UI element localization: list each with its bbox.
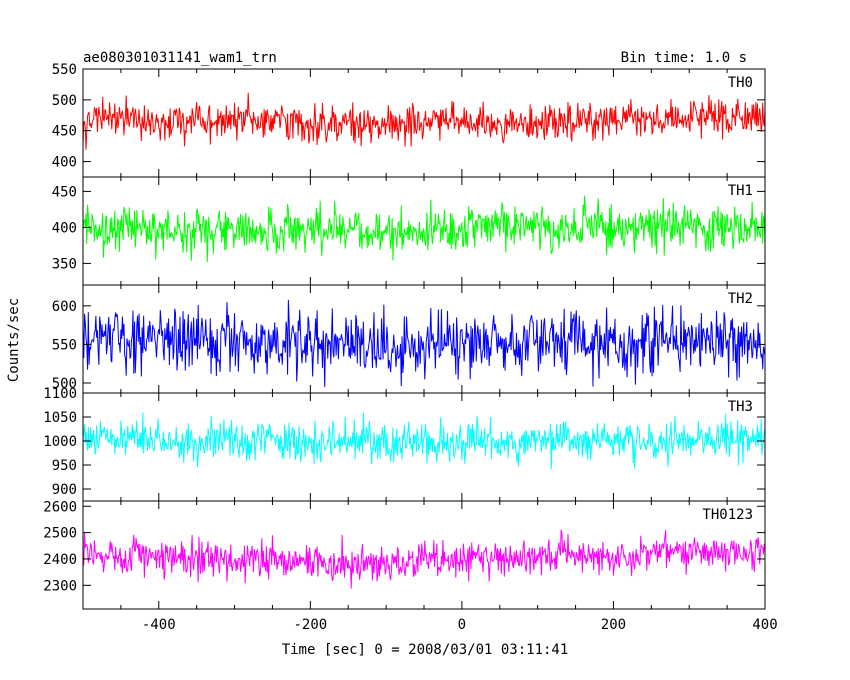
panel-name-label: TH3 — [728, 399, 753, 415]
series-line-th2 — [83, 299, 765, 388]
y-tick-label: 600 — [52, 299, 77, 315]
panel-name-label: TH0123 — [702, 507, 753, 523]
y-tick-label: 1050 — [43, 410, 77, 426]
panel-th2: 500 550 600 TH2 — [52, 284, 766, 394]
series-line-th0 — [83, 92, 765, 150]
panel-th0: 400 450 500 550 TH0 — [52, 62, 766, 178]
panel-th1: 350 400 450 TH1 — [52, 176, 766, 286]
y-tick-label: 2400 — [43, 552, 77, 568]
bin-time-label: Bin time: 1.0 s — [621, 50, 747, 66]
panel-th0123: 2300 2400 2500 2600 TH0123 — [43, 499, 766, 610]
x-tick-label: 0 — [458, 617, 466, 633]
y-tick-label: 450 — [52, 124, 77, 140]
y-tick-label: 550 — [52, 337, 77, 353]
panel-name-label: TH2 — [728, 291, 753, 307]
chart-title: ae080301031141_wam1_trn — [83, 50, 277, 66]
y-tick-label: 400 — [52, 155, 77, 171]
series-line-th1 — [83, 195, 765, 262]
x-tick-label: 400 — [752, 617, 777, 633]
y-tick-label: 500 — [52, 376, 77, 392]
panel-name-label: TH0 — [728, 75, 753, 91]
y-tick-label: 450 — [52, 184, 77, 200]
x-tick-label: -200 — [293, 617, 327, 633]
y-tick-label: 2500 — [43, 526, 77, 542]
y-tick-label: 2300 — [43, 578, 77, 594]
x-axis-label: Time [sec] 0 = 2008/03/01 03:11:41 — [282, 642, 569, 658]
x-axis: -400 -200 0 200 400 — [142, 617, 778, 633]
series-line-th0123 — [83, 529, 765, 589]
x-tick-label: -400 — [142, 617, 176, 633]
y-tick-label: 2600 — [43, 499, 77, 515]
series-line-th3 — [83, 412, 765, 469]
y-tick-label: 400 — [52, 220, 77, 236]
y-axis-label: Counts/sec — [6, 298, 22, 382]
y-tick-label: 500 — [52, 93, 77, 109]
y-tick-label: 350 — [52, 256, 77, 272]
y-tick-label: 900 — [52, 482, 77, 498]
y-tick-label: 550 — [52, 62, 77, 78]
x-tick-label: 200 — [601, 617, 626, 633]
panels-group: 400 450 500 550 TH0 350 400 450 TH1 500 550 600 TH2 9… — [43, 62, 766, 610]
panel-th3: 900 950 1000 1050 1100 TH3 — [43, 386, 766, 502]
y-tick-label: 1000 — [43, 434, 77, 450]
panel-name-label: TH1 — [728, 183, 753, 199]
y-tick-label: 950 — [52, 458, 77, 474]
y-tick-label: 1100 — [43, 386, 77, 402]
